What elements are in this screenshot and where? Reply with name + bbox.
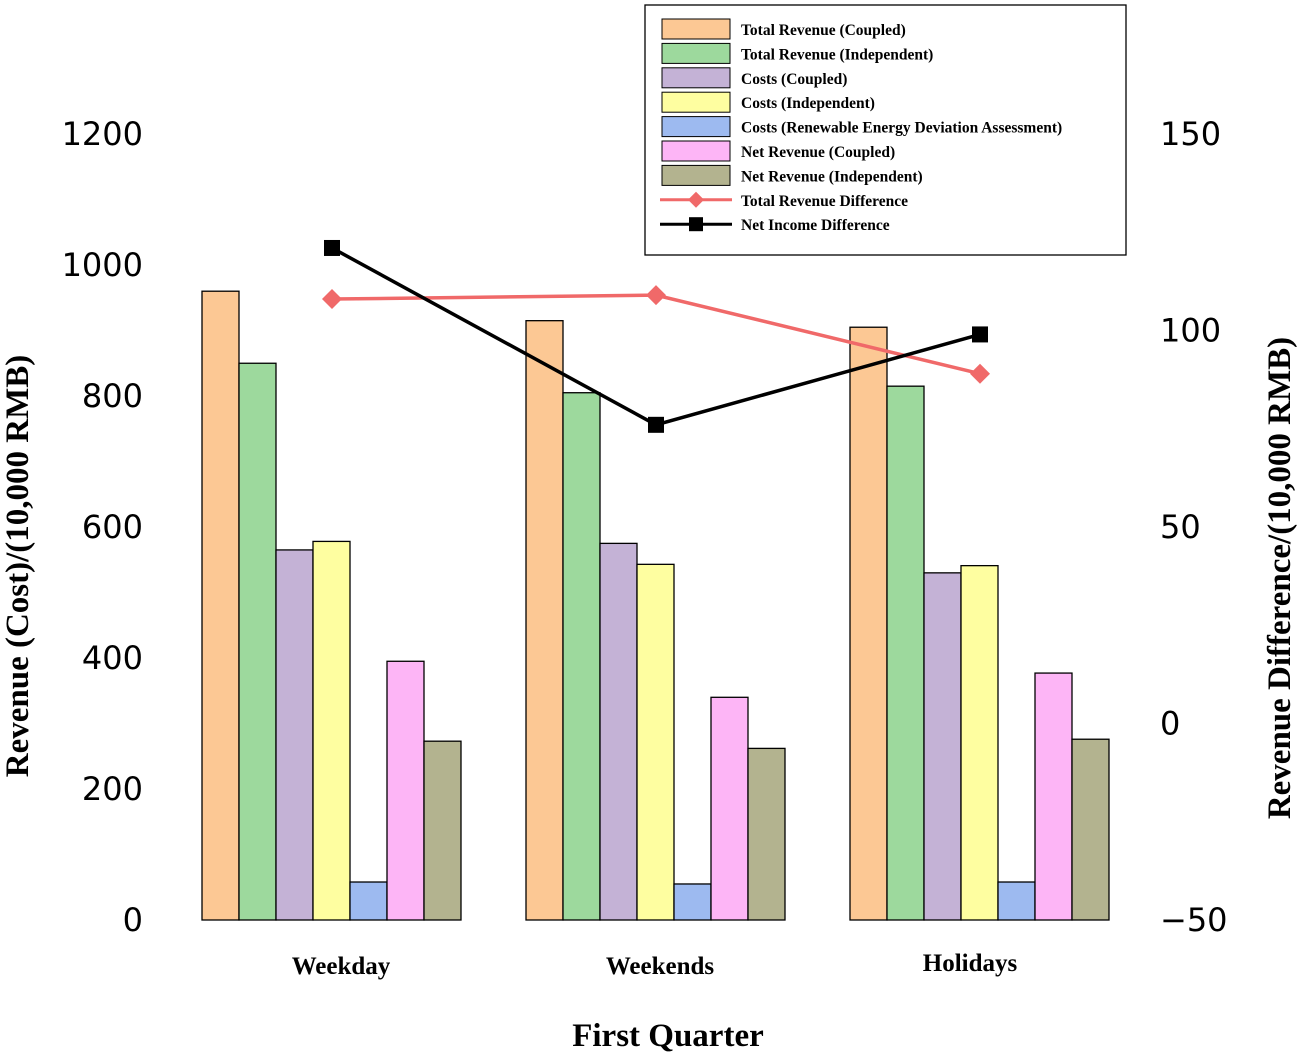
- y2-axis-ticks: −50 0 50 100 150: [1160, 115, 1228, 939]
- category-label: Holidays: [923, 950, 1018, 977]
- bar: [238, 362, 277, 921]
- legend-swatch: [661, 18, 731, 40]
- bar: [923, 572, 962, 921]
- y2-tick-label: −50: [1160, 901, 1228, 939]
- y2-tick-label: 100: [1160, 312, 1221, 350]
- legend-label: Costs (Renewable Energy Deviation Assess…: [741, 120, 1062, 137]
- difference-lines: [322, 239, 990, 433]
- x-axis-title: First Quarter: [572, 1018, 764, 1054]
- line-marker: [322, 289, 342, 310]
- legend-label: Total Revenue Difference: [741, 193, 908, 210]
- y2-tick-label: 0: [1160, 705, 1180, 743]
- legend-swatch: [661, 91, 731, 113]
- bar: [201, 290, 240, 921]
- y-axis-ticks: 0 200 400 600 800 1000 1200: [62, 115, 143, 939]
- bar: [1071, 738, 1110, 921]
- legend: Total Revenue (Coupled) Total Revenue (In…: [644, 4, 1127, 256]
- line-marker: [324, 239, 340, 256]
- bar: [599, 542, 638, 921]
- y-tick-label: 1200: [62, 115, 143, 153]
- legend-marker: [688, 191, 704, 208]
- bar: [386, 660, 425, 921]
- y2-tick-label: 150: [1160, 115, 1221, 153]
- y-axis-title: Revenue (Cost)/(10,000 RMB): [0, 355, 36, 778]
- y-tick-label: 200: [82, 770, 143, 808]
- legend-swatch: [661, 116, 731, 138]
- bar: [747, 747, 786, 921]
- bar: [636, 563, 675, 921]
- legend-label: Costs (Independent): [741, 95, 875, 112]
- bar: [997, 881, 1036, 921]
- bar: [960, 564, 999, 921]
- legend-swatch: [661, 42, 731, 64]
- y-tick-label: 400: [82, 639, 143, 677]
- y-tick-label: 0: [123, 901, 143, 939]
- legend-label: Net Revenue (Independent): [741, 168, 923, 185]
- bar: [562, 392, 601, 921]
- legend-label: Costs (Coupled): [741, 71, 847, 88]
- bar: [525, 320, 564, 921]
- legend-label: Total Revenue (Independent): [741, 46, 933, 63]
- category-label: Weekends: [606, 953, 715, 980]
- line-marker: [648, 416, 664, 433]
- legend-label: Net Revenue (Coupled): [741, 144, 895, 161]
- bar: [349, 881, 388, 921]
- bar-groups: [201, 290, 1110, 921]
- bar: [312, 540, 351, 921]
- bar: [1034, 672, 1073, 921]
- category-labels: Weekday Weekends Holidays: [292, 950, 1018, 980]
- legend-swatch: [661, 67, 731, 89]
- line-marker: [646, 285, 666, 306]
- category-label: Weekday: [292, 953, 391, 980]
- bar: [275, 549, 314, 921]
- y2-tick-label: 50: [1160, 508, 1201, 546]
- legend-marker: [689, 217, 703, 232]
- bar: [886, 385, 925, 921]
- y-tick-label: 1000: [62, 246, 143, 284]
- bar: [849, 326, 888, 921]
- legend-label: Total Revenue (Coupled): [741, 22, 906, 39]
- line-marker: [972, 326, 988, 343]
- legend-label: Net Income Difference: [741, 217, 890, 234]
- y-tick-label: 600: [82, 508, 143, 546]
- bar: [673, 883, 712, 921]
- y2-axis-title: Revenue Difference/(10,000 RMB): [1262, 337, 1298, 819]
- legend-swatch: [661, 140, 731, 162]
- bar: [423, 740, 462, 921]
- y-tick-label: 800: [82, 377, 143, 415]
- legend-swatch: [661, 164, 731, 186]
- bar: [710, 696, 749, 921]
- line-marker: [970, 363, 990, 384]
